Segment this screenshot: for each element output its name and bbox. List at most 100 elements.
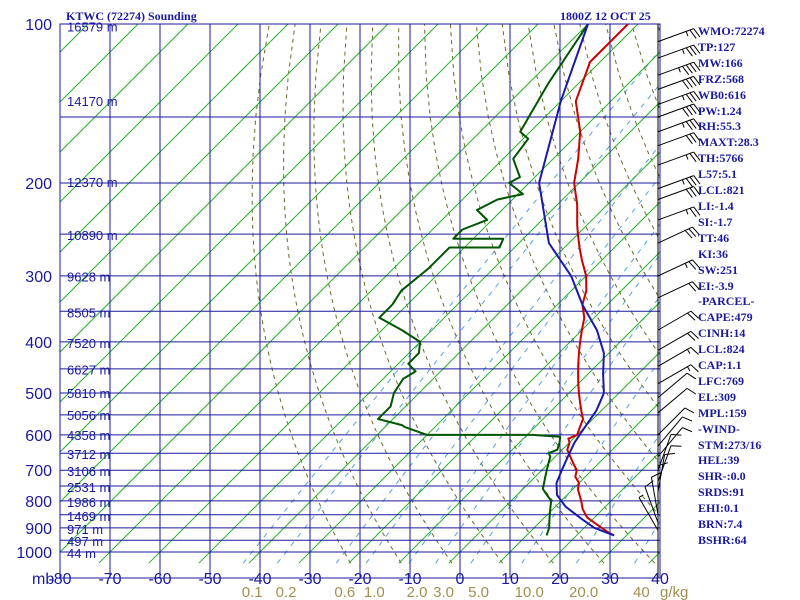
dry-adiabat-line (761, 24, 800, 563)
index-item: BSHR:64 (698, 533, 747, 547)
height-label: 5810 m (67, 386, 110, 401)
wind-barb (657, 364, 699, 385)
wind-barb (657, 407, 695, 436)
temperature-label: -30 (298, 571, 321, 588)
height-labels: 16579 m 14170 m 12370 m 10890 m 9628 m 8505 m… (67, 19, 118, 561)
dry-adiabat-line (501, 24, 660, 411)
wind-barb (657, 28, 701, 43)
plot-frame (59, 23, 661, 579)
height-label: 14170 m (67, 94, 118, 109)
index-item: SW:251 (698, 262, 739, 277)
barb-flag (693, 186, 701, 196)
dry-adiabat-line (313, 24, 453, 564)
wind-barb (657, 103, 701, 118)
height-label: 16579 m (67, 19, 118, 34)
wind-barb (638, 494, 659, 531)
barb-flag (684, 230, 693, 239)
barb-flag (685, 93, 693, 103)
temperature-label: 40 (651, 571, 669, 588)
wind-barb (657, 346, 699, 367)
index-item: STM:273/16 (698, 437, 762, 452)
pressure-label: 800 (25, 494, 52, 511)
index-item: WB0:616 (698, 87, 746, 102)
isotherm-line (60, 24, 189, 153)
barb-flag (689, 187, 697, 197)
barb-flag (689, 92, 697, 102)
isotherm-line (60, 24, 289, 253)
height-label: 1469 m (67, 509, 110, 524)
barb-half-flag (685, 209, 689, 215)
isotherm-line (60, 24, 489, 453)
barb-flag (692, 259, 700, 268)
barb-flag (693, 132, 701, 142)
index-item: MW:166 (698, 55, 743, 70)
mixing-ratio-line (576, 433, 660, 564)
height-label: 44 m (67, 546, 96, 561)
wind-barb (657, 118, 701, 133)
barb-staff (657, 118, 694, 133)
isotherm-line (298, 201, 660, 564)
barb-flag (670, 445, 682, 447)
barb-flag (685, 121, 693, 131)
pressure-unit-label: mb (32, 571, 54, 588)
mixing-ratio-label: 0.2 (276, 584, 297, 600)
mixing-ratio-lines (242, 49, 660, 564)
dry-adiabat-line (787, 24, 800, 563)
index-item: -PARCEL- (698, 294, 755, 309)
wind-barbs (638, 24, 701, 578)
barb-staff (657, 346, 692, 367)
sounding-indices: WMO:72274 TP:127 MW:166 FRZ:568 WB0:616 PW:1.… (698, 24, 765, 549)
mixing-ratio-line (470, 295, 660, 564)
barb-half-flag (681, 122, 685, 128)
height-label: 5056 m (67, 408, 110, 423)
pressure-label: 300 (25, 269, 52, 286)
index-item: TP:127 (698, 39, 736, 54)
pressure-label: 500 (25, 386, 52, 403)
barb-flag (690, 310, 699, 319)
barb-staff (657, 310, 692, 331)
barb-flag (689, 176, 697, 186)
barb-half-flag (685, 154, 689, 160)
barb-flag (682, 107, 690, 117)
isotherm-line (0, 0, 12, 563)
barb-flag (686, 387, 697, 395)
pressure-label: 900 (25, 521, 52, 538)
barb-staff (638, 497, 659, 531)
isotherm-line (448, 351, 660, 564)
index-item: EL:309 (698, 389, 737, 404)
barb-staff (657, 372, 688, 398)
barb-half-flag (687, 366, 691, 372)
barb-staff (657, 259, 693, 277)
temperature-label: -10 (398, 571, 421, 588)
barb-flag (685, 47, 693, 57)
index-item: WMO:72274 (698, 24, 765, 38)
isotherm-line (548, 451, 660, 564)
barb-half-flag (687, 349, 691, 354)
index-item: FRZ:568 (698, 71, 744, 86)
barb-flag (689, 207, 697, 217)
barb-staff (657, 175, 694, 190)
wind-barb (657, 75, 701, 90)
index-item: MPL:159 (698, 405, 747, 420)
isotherm-line (248, 151, 660, 564)
height-label: 10890 m (67, 228, 118, 243)
wind-barb (657, 452, 676, 493)
height-label: 971 m (67, 522, 103, 537)
station-title: KTWC (72274) Sounding (66, 9, 197, 23)
isotherm-line (60, 24, 139, 103)
index-item: RH:55.3 (698, 119, 741, 134)
barb-flag (687, 312, 696, 321)
index-item: HEL:39 (698, 453, 740, 468)
wind-barb (657, 281, 700, 299)
mixing-ratio-line (335, 144, 660, 564)
wind-barb (657, 462, 669, 504)
height-label: 497 m (67, 534, 103, 549)
barb-half-flag (685, 31, 689, 37)
barb-staff (657, 186, 694, 200)
index-item: CAPE:479 (698, 310, 753, 325)
barb-half-flag (681, 48, 685, 55)
barb-flag (685, 64, 693, 74)
pressure-grid (59, 23, 661, 579)
mixing-ratio-unit-label: g/kg (660, 584, 688, 600)
